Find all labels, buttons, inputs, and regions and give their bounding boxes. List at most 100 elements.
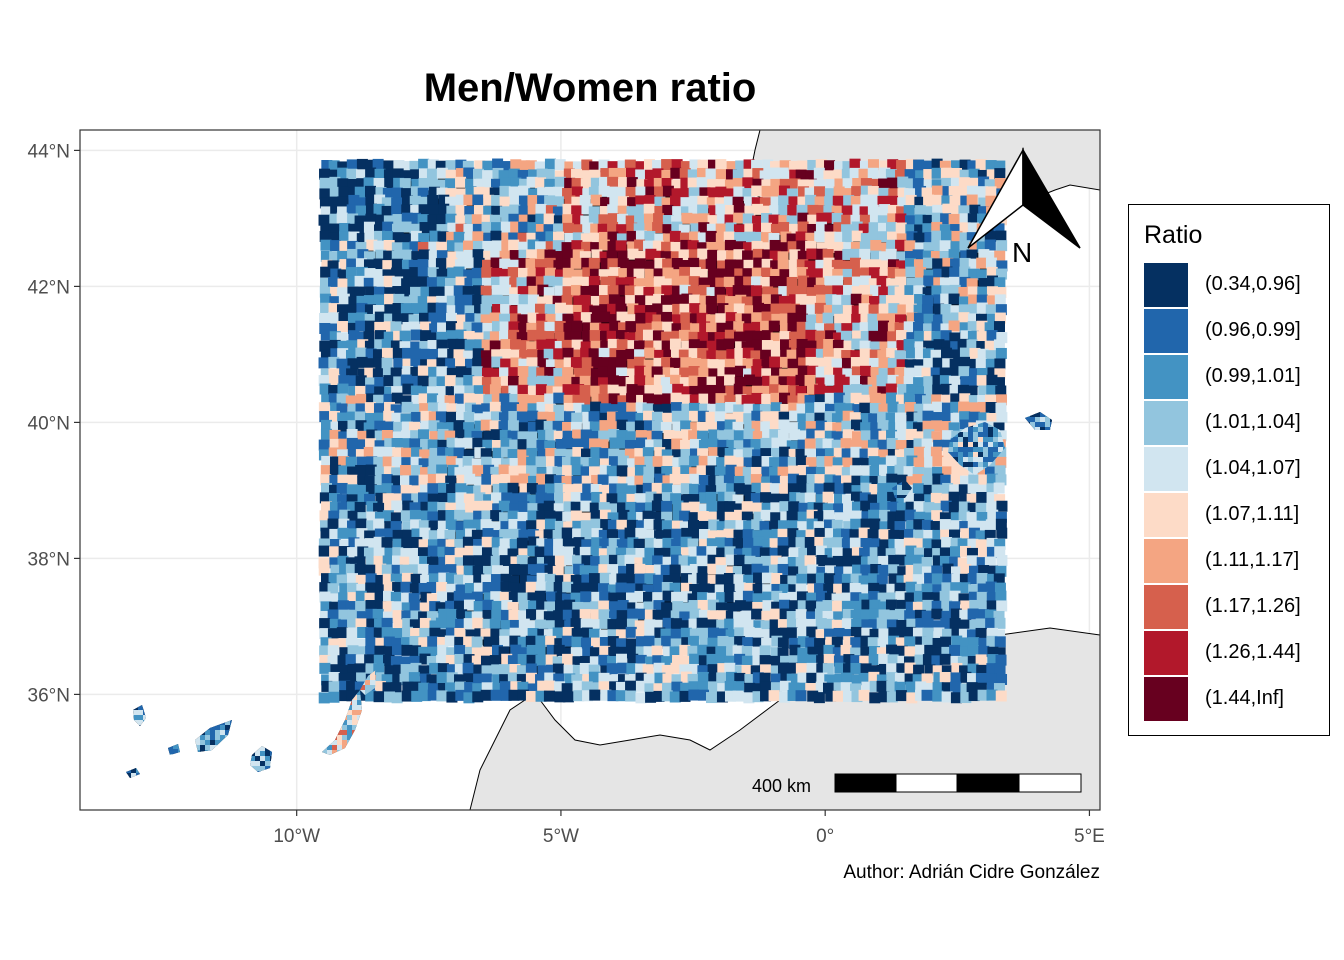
municipality-cell (824, 573, 836, 585)
municipality-cell (370, 675, 376, 681)
municipality-cell (896, 359, 908, 371)
municipality-cell (697, 385, 709, 397)
municipality-cell (527, 510, 539, 522)
municipality-cell (463, 575, 475, 587)
municipality-cell (347, 501, 359, 513)
municipality-cell (391, 601, 403, 613)
municipality-cell (733, 321, 745, 333)
municipality-cell (400, 465, 412, 477)
municipality-cell (382, 221, 394, 233)
municipality-cell (600, 168, 612, 180)
municipality-cell (769, 457, 781, 469)
municipality-cell (922, 420, 934, 432)
municipality-cell (360, 690, 366, 695)
municipality-cell (590, 368, 602, 380)
municipality-cell (761, 212, 773, 224)
municipality-cell (429, 601, 441, 613)
municipality-cell (741, 655, 753, 667)
municipality-cell (743, 159, 755, 171)
municipality-cell (813, 521, 825, 533)
municipality-cell (337, 740, 343, 746)
municipality-cell (527, 421, 539, 433)
municipality-cell (780, 655, 792, 667)
municipality-cell (941, 610, 953, 622)
municipality-cell (463, 240, 475, 252)
municipality-cell (635, 323, 647, 335)
municipality-cell (723, 583, 735, 595)
municipality-cell (726, 349, 738, 361)
municipality-cell (355, 385, 367, 397)
municipality-cell (942, 457, 954, 469)
municipality-cell (815, 221, 827, 233)
municipality-cell (626, 421, 638, 433)
municipality-cell (786, 233, 798, 245)
municipality-cell (347, 286, 359, 298)
municipality-cell (328, 276, 340, 288)
municipality-cell (616, 437, 628, 449)
municipality-cell (877, 386, 889, 398)
municipality-cell (365, 348, 377, 360)
municipality-cell (715, 277, 727, 289)
municipality-cell (931, 420, 943, 432)
municipality-cell (501, 653, 513, 665)
municipality-cell (471, 655, 483, 667)
municipality-cell (963, 442, 969, 448)
municipality-cell (986, 492, 998, 504)
municipality-cell (589, 161, 601, 173)
municipality-cell (345, 563, 357, 575)
municipality-cell (590, 194, 602, 206)
municipality-cell (968, 452, 974, 458)
municipality-cell (652, 314, 664, 326)
municipality-cell (471, 430, 483, 442)
municipality-cell (410, 627, 422, 639)
municipality-cell (554, 492, 566, 504)
municipality-cell (527, 592, 539, 604)
municipality-cell (948, 185, 960, 197)
municipality-cell (940, 230, 952, 242)
municipality-cell (752, 593, 764, 605)
municipality-cell (400, 664, 412, 676)
municipality-cell (815, 313, 827, 325)
municipality-cell (888, 538, 900, 550)
municipality-cell (708, 447, 720, 459)
municipality-cell (455, 251, 467, 263)
municipality-cell (878, 449, 890, 461)
municipality-cell (355, 347, 367, 359)
municipality-cell (372, 158, 384, 170)
municipality-cell (554, 320, 566, 332)
municipality-cell (726, 483, 738, 495)
municipality-cell (816, 663, 828, 675)
municipality-cell (627, 303, 639, 315)
municipality-cell (895, 314, 907, 326)
municipality-cell (590, 295, 602, 307)
municipality-cell (402, 572, 414, 584)
municipality-cell (527, 545, 539, 557)
municipality-cell (544, 195, 556, 207)
municipality-cell (364, 530, 376, 542)
municipality-cell (833, 627, 845, 639)
municipality-cell (743, 242, 755, 254)
municipality-cell (931, 592, 943, 604)
municipality-cell (336, 482, 348, 494)
municipality-cell (733, 186, 745, 198)
municipality-cell (465, 186, 477, 198)
municipality-cell (400, 395, 412, 407)
municipality-cell (481, 214, 493, 226)
municipality-cell (445, 654, 457, 666)
municipality-cell (607, 512, 619, 524)
municipality-cell (320, 527, 332, 539)
municipality-cell (554, 448, 566, 460)
municipality-cell (210, 740, 216, 746)
municipality-cell (967, 573, 979, 585)
municipality-cell (347, 304, 359, 316)
municipality-cell (931, 212, 943, 224)
municipality-cell (543, 224, 555, 236)
municipality-cell (516, 674, 528, 686)
municipality-cell (995, 690, 1007, 702)
municipality-cell (770, 647, 782, 659)
municipality-cell (636, 520, 648, 532)
municipality-cell (417, 296, 429, 308)
municipality-cell (572, 232, 584, 244)
municipality-cell (807, 564, 819, 576)
municipality-cell (796, 403, 808, 415)
